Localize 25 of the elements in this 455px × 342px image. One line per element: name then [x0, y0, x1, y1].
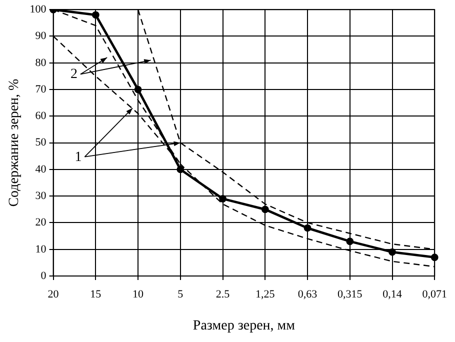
y-tick-label: 40	[35, 163, 47, 176]
y-tick-label: 30	[35, 190, 47, 202]
x-tick-label: 0,63	[298, 288, 318, 300]
y-tick-label: 50	[35, 136, 47, 149]
x-tick-label: 1,25	[256, 288, 276, 300]
y-tick-label: 70	[35, 83, 47, 96]
x-tick-label: 0,14	[382, 288, 402, 300]
y-tick-label: 90	[35, 30, 47, 42]
y-tick-label: 80	[35, 56, 47, 69]
y-axis-title: Содержание зерен, %	[7, 78, 22, 207]
x-tick-label: 5	[178, 288, 184, 300]
y-tick-label: 10	[35, 243, 47, 256]
y-tick-label: 60	[35, 110, 47, 122]
y-tick-label: 0	[40, 270, 47, 282]
x-tick-label: 0,071	[422, 288, 447, 300]
x-tick-label: 10	[132, 288, 144, 300]
annotation: 1	[74, 150, 82, 166]
x-tick-label: 0,315	[338, 288, 363, 300]
annotation: 2	[70, 67, 78, 84]
x-axis-title: Размер зерен, мм	[192, 318, 296, 334]
y-tick-label: 20	[35, 216, 47, 229]
x-tick-label: 20	[48, 288, 60, 300]
x-tick-label: 15	[90, 288, 102, 300]
x-tick-label: 2.5	[216, 288, 230, 300]
y-tick-label: 100	[30, 3, 47, 16]
